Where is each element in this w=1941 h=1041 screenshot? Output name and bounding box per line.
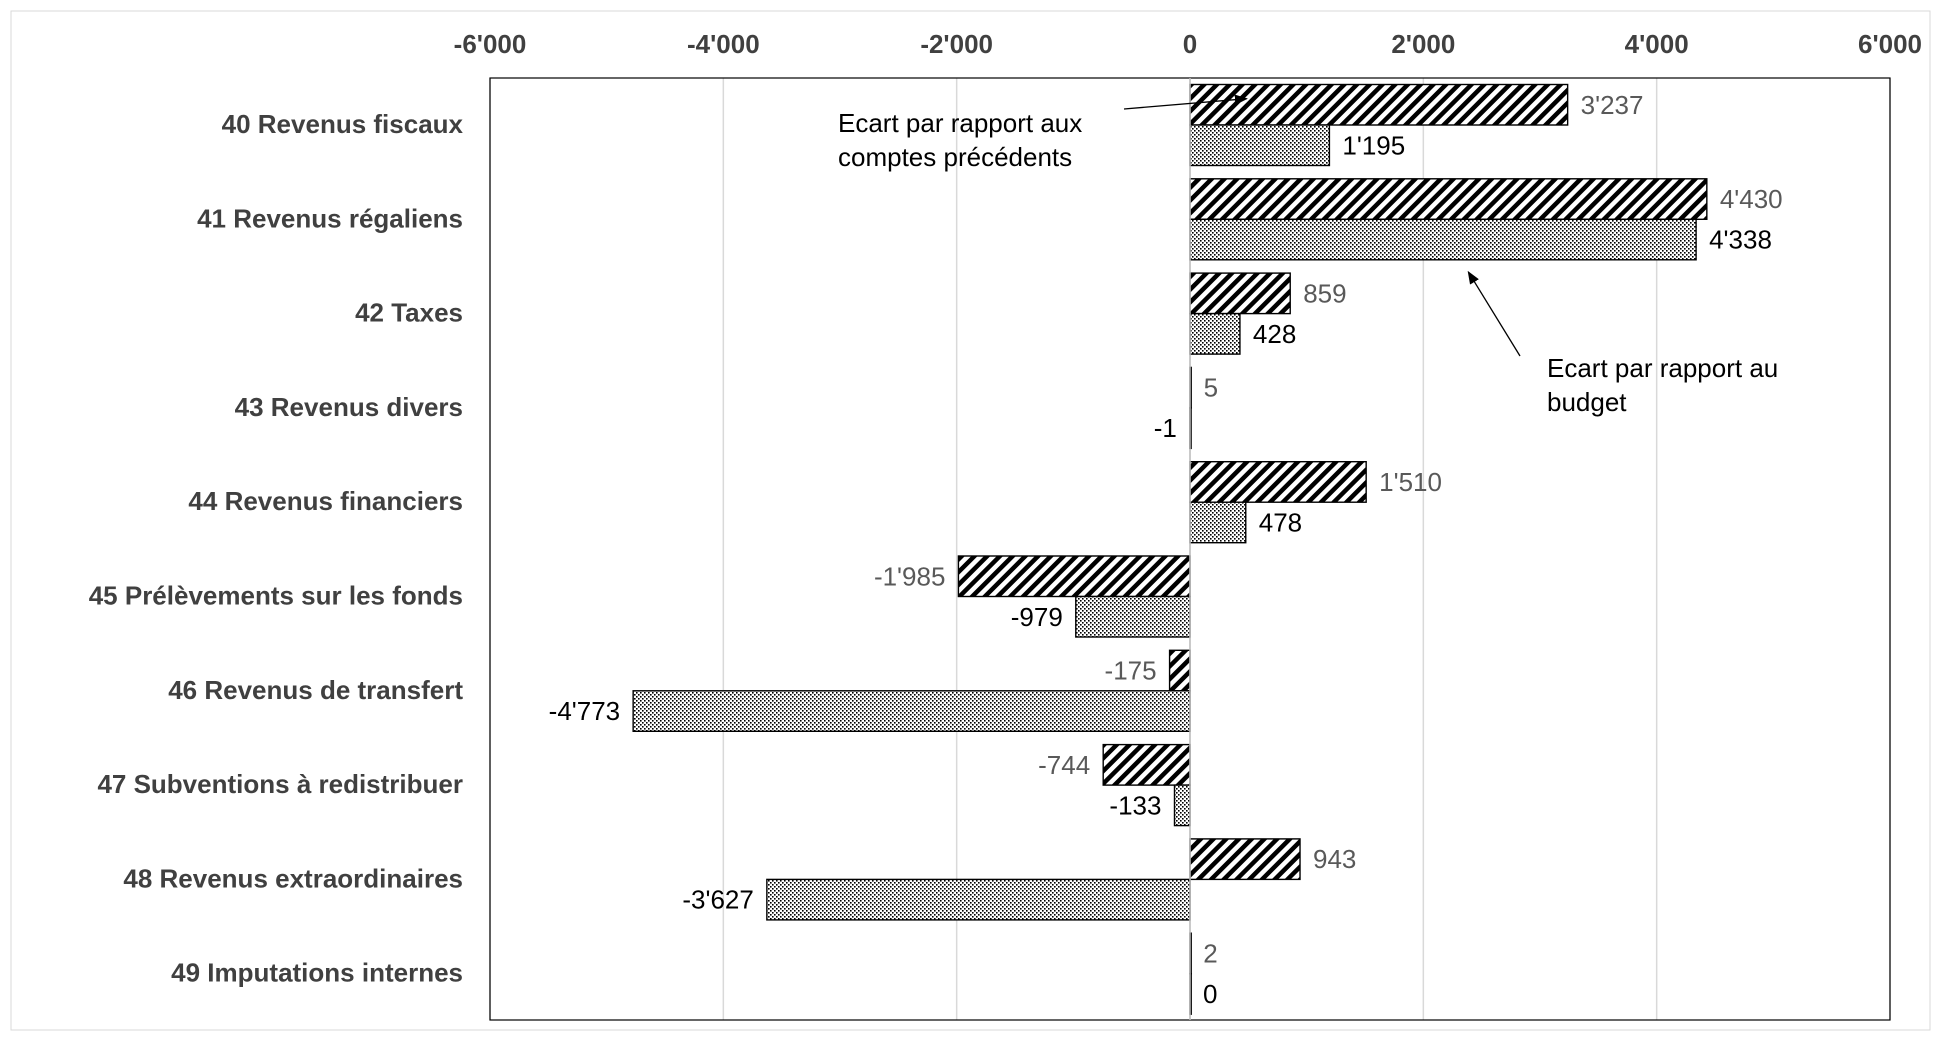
x-tick-label: -2'000	[920, 29, 993, 59]
x-tick-label: 2'000	[1391, 29, 1455, 59]
bar-series-1-41-revenus-regaliens	[1189, 178, 1708, 221]
category-label-46-revenus-de-transfert: 46 Revenus de transfert	[168, 675, 463, 705]
value-label-series-1-45-prelevements-sur-les-fonds: -1'985	[874, 561, 945, 591]
annotation-text-line: Ecart par rapport aux	[838, 108, 1082, 138]
value-label-series-2-44-revenus-financiers: 478	[1259, 507, 1302, 537]
category-label-40-revenus-fiscaux: 40 Revenus fiscaux	[222, 109, 464, 139]
bar-series-2-48-revenus-extraordinaires	[766, 878, 1191, 921]
bar-series-1-47-subventions-a-redistribuer	[1102, 743, 1191, 786]
category-label-45-prelevements-sur-les-fonds: 45 Prélèvements sur les fonds	[89, 581, 463, 611]
annotation-arrow	[1123, 94, 1248, 110]
value-label-series-1-41-revenus-regaliens: 4'430	[1720, 184, 1783, 214]
bar-series-1-46-revenus-de-transfert	[1168, 649, 1191, 692]
bar-series-2-47-subventions-a-redistribuer	[1173, 784, 1191, 827]
bar-series-1-44-revenus-financiers	[1189, 461, 1367, 503]
category-label-43-revenus-divers: 43 Revenus divers	[235, 392, 463, 422]
bar-series-1-45-prelevements-sur-les-fonds	[957, 555, 1191, 598]
bar-series-2-44-revenus-financiers	[1189, 501, 1247, 544]
x-tick-label: -6'000	[454, 29, 527, 59]
annotation-text-line: comptes précédents	[838, 142, 1072, 172]
annotation-series-2: Ecart par rapport au budget	[1467, 270, 1778, 417]
category-label-49-imputations-internes: 49 Imputations internes	[171, 958, 463, 988]
bar-series-1-40-revenus-fiscaux	[1189, 83, 1569, 126]
category-label-42-taxes: 42 Taxes	[355, 298, 463, 328]
x-tick-label: 0	[1183, 29, 1197, 59]
value-label-series-2-43-revenus-divers: -1	[1154, 413, 1177, 443]
value-label-series-2-48-revenus-extraordinaires: -3'627	[682, 885, 753, 915]
annotation-arrow	[1467, 270, 1521, 357]
value-label-series-1-43-revenus-divers: 5	[1204, 373, 1218, 403]
bar-series-2-46-revenus-de-transfert	[632, 690, 1191, 732]
value-label-series-1-49-imputations-internes: 2	[1203, 938, 1217, 968]
chart-outer-border	[10, 10, 1931, 1031]
bar-series-2-41-revenus-regaliens	[1189, 218, 1697, 261]
category-label-47-subventions-a-redistribuer: 47 Subventions à redistribuer	[97, 769, 463, 799]
bar-series-2-42-taxes	[1189, 312, 1241, 355]
value-label-series-2-49-imputations-internes: 0	[1203, 979, 1217, 1009]
bar-series-1-42-taxes	[1189, 272, 1291, 315]
value-label-series-1-40-revenus-fiscaux: 3'237	[1581, 90, 1644, 120]
value-label-series-1-46-revenus-de-transfert: -175	[1105, 656, 1157, 686]
category-label-41-revenus-regaliens: 41 Revenus régaliens	[197, 203, 463, 233]
category-label-44-revenus-financiers: 44 Revenus financiers	[188, 486, 463, 516]
value-label-series-1-47-subventions-a-redistribuer: -744	[1038, 750, 1090, 780]
value-label-series-1-48-revenus-extraordinaires: 943	[1313, 844, 1356, 874]
value-label-series-1-44-revenus-financiers: 1'510	[1379, 467, 1442, 497]
x-tick-label: 6'000	[1858, 29, 1922, 59]
bar-series-1-48-revenus-extraordinaires	[1189, 838, 1301, 881]
x-tick-label: 4'000	[1625, 29, 1689, 59]
value-label-series-2-41-revenus-regaliens: 4'338	[1709, 225, 1772, 255]
x-tick-label: -4'000	[687, 29, 760, 59]
bar-series-2-45-prelevements-sur-les-fonds	[1075, 595, 1191, 638]
annotation-series-1: Ecart par rapport aux comptes précédents	[838, 94, 1248, 172]
annotation-text-line: Ecart par rapport au	[1547, 353, 1778, 383]
category-label-48-revenus-extraordinaires: 48 Revenus extraordinaires	[123, 863, 463, 893]
annotation-text-line: budget	[1547, 387, 1627, 417]
value-label-series-2-42-taxes: 428	[1253, 319, 1296, 349]
value-label-series-2-46-revenus-de-transfert: -4'773	[549, 696, 620, 726]
value-label-series-2-45-prelevements-sur-les-fonds: -979	[1011, 602, 1063, 632]
bar-series-2-40-revenus-fiscaux	[1189, 124, 1331, 167]
value-label-series-2-40-revenus-fiscaux: 1'195	[1342, 130, 1405, 160]
value-label-series-1-42-taxes: 859	[1303, 278, 1346, 308]
value-label-series-2-47-subventions-a-redistribuer: -133	[1109, 790, 1161, 820]
